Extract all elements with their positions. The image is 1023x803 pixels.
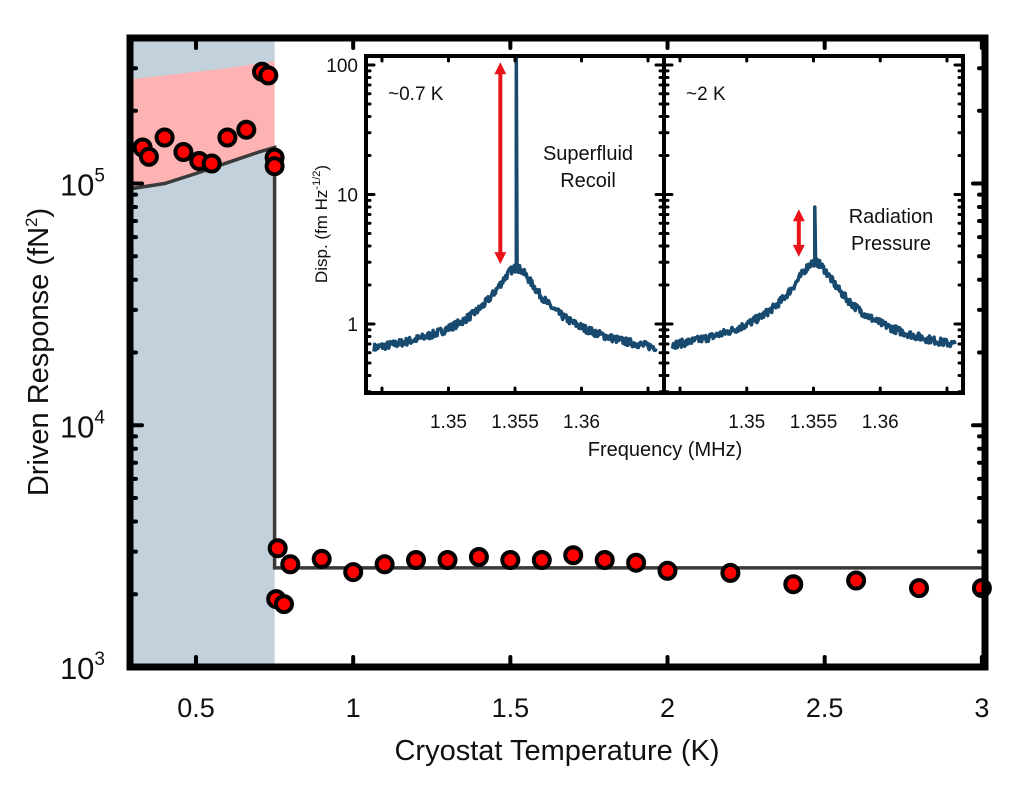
inset-x-tick-label: 1.35 xyxy=(430,412,467,433)
inset-left-annotation-line2: Recoil xyxy=(560,170,616,192)
arrow-head-up xyxy=(494,62,507,75)
x-tick-label: 1 xyxy=(346,693,361,723)
inset-tick-labels: 1.35 1.355 1.36 1 10 100 1.35 1.355 1.36 xyxy=(326,56,898,433)
data-point xyxy=(783,574,804,595)
data-point xyxy=(563,545,584,566)
data-point xyxy=(274,594,294,615)
data-point xyxy=(720,562,741,583)
y-axis-ticks xyxy=(128,36,987,669)
inset-left-panel: ~0.7 K Superfluid Recoil xyxy=(372,55,658,353)
data-point xyxy=(280,554,301,575)
inset-left-temperature-label: ~0.7 K xyxy=(388,84,444,105)
arrow-head-down xyxy=(494,252,507,265)
x-tick-label: 0.5 xyxy=(177,693,215,723)
data-point xyxy=(264,156,285,177)
data-point xyxy=(468,547,489,567)
y-axis-title-main: Driven Response (fN xyxy=(23,227,55,496)
model-line xyxy=(129,145,982,570)
inset-ticks xyxy=(364,54,965,395)
data-point xyxy=(594,550,615,570)
data-point xyxy=(201,153,222,174)
y-tick-label: 105 xyxy=(60,166,105,203)
x-axis-tick-labels: 0.5 1 1.5 2 2.5 3 xyxy=(177,693,989,723)
inset-left-spectrum-line xyxy=(372,55,658,353)
data-point xyxy=(626,552,647,573)
data-point xyxy=(343,562,364,583)
inset-y-axis-title-sup: -1/2 xyxy=(311,171,323,190)
data-point xyxy=(154,127,175,148)
inset-right-annotation-line2: Pressure xyxy=(851,233,931,255)
x-tick-label: 2.5 xyxy=(806,693,844,723)
inset-y-tick-label: 10 xyxy=(337,186,358,207)
inset-x-tick-label: 1.36 xyxy=(563,412,600,433)
data-point xyxy=(236,119,257,140)
inset-x-tick-label: 1.36 xyxy=(862,412,899,433)
inset-y-axis-title-main: Disp. (fm Hz xyxy=(312,190,331,284)
x-tick-label: 3 xyxy=(974,693,989,723)
data-point xyxy=(909,578,929,599)
y-tick-label: 104 xyxy=(60,407,105,444)
data-point xyxy=(846,570,867,591)
uncertainty-band xyxy=(130,61,275,189)
inset-y-axis-title-end: ) xyxy=(312,165,331,171)
inset-left-annotation-line1: Superfluid xyxy=(543,143,633,165)
inset-right-annotation-line1: Radiation xyxy=(849,206,934,228)
x-tick-label: 2 xyxy=(660,693,675,723)
main-plot: 0.5 1 1.5 2 2.5 3 103 104 105 Cryostat Temperat… xyxy=(22,34,992,767)
data-point xyxy=(406,550,426,570)
y-axis-title-sup: 2 xyxy=(22,218,41,227)
y-axis-title: Driven Response (fN2) xyxy=(22,208,55,496)
y-tick-label: 103 xyxy=(60,649,105,686)
inset-left-double-arrow-icon xyxy=(494,62,507,265)
inset-right-spectrum-line xyxy=(670,205,957,350)
data-point xyxy=(531,550,552,570)
inset-y-tick-label: 1 xyxy=(347,315,358,336)
x-axis-ticks xyxy=(194,36,984,669)
inset-right-panel: ~2 K Radiation Pressure xyxy=(670,84,957,350)
arrow-head-up xyxy=(792,209,805,222)
data-point xyxy=(437,550,458,570)
inset-right-double-arrow-icon xyxy=(792,209,805,257)
data-point xyxy=(258,65,279,86)
inset-x-axis-title: Frequency (MHz) xyxy=(588,439,742,461)
arrow-head-down xyxy=(792,244,805,257)
y-axis-title-end: ) xyxy=(23,208,55,218)
data-point xyxy=(657,560,678,581)
y-axis-tick-labels: 103 104 105 xyxy=(60,166,105,686)
data-point xyxy=(311,548,332,569)
inset-panels: ~0.7 K Superfluid Recoil ~2 K Radiation … xyxy=(311,54,965,461)
x-axis-title: Cryostat Temperature (K) xyxy=(394,735,719,767)
inset-y-axis-title: Disp. (fm Hz-1/2) xyxy=(311,165,331,283)
inset-x-tick-label: 1.355 xyxy=(790,412,838,433)
data-point xyxy=(267,538,288,559)
data-point xyxy=(500,550,521,570)
x-tick-label: 1.5 xyxy=(492,693,530,723)
data-point xyxy=(138,146,159,167)
inset-x-tick-label: 1.35 xyxy=(728,412,765,433)
data-point xyxy=(217,127,238,148)
data-point xyxy=(173,142,194,162)
inset-y-tick-label: 100 xyxy=(326,56,358,77)
inset-x-tick-label: 1.355 xyxy=(491,412,539,433)
inset-right-temperature-label: ~2 K xyxy=(686,84,726,105)
data-point xyxy=(374,554,395,575)
